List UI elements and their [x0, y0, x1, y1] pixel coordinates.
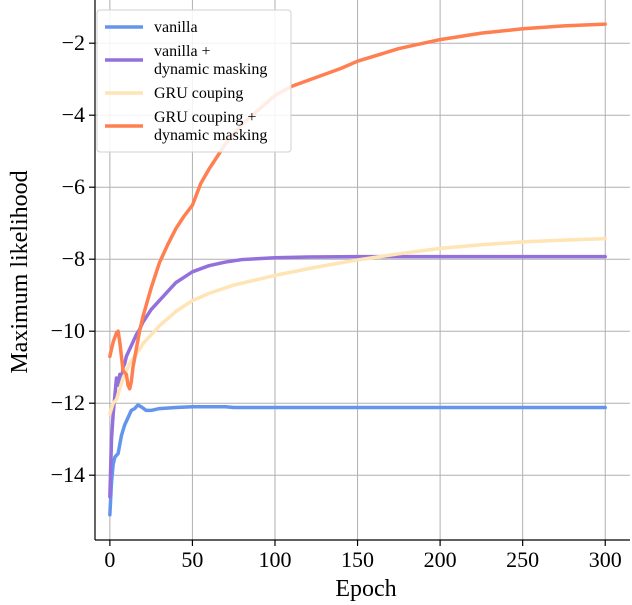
tick-labels: 0 50 100 150 200 250 300 −14 −12 −10 −8 −6 −4 −2 — [51, 30, 622, 572]
x-tick-label: 200 — [424, 547, 457, 572]
x-tick-label: 0 — [104, 547, 115, 572]
series-line-2 — [108, 236, 607, 416]
x-tick-label: 100 — [258, 547, 291, 572]
x-tick-label: 50 — [181, 547, 203, 572]
series-line-3 — [108, 22, 607, 391]
x-axis-label: Epoch — [335, 576, 396, 602]
x-tick-label: 150 — [341, 547, 374, 572]
y-tick-label: −6 — [62, 174, 85, 199]
y-tick-label: −8 — [62, 246, 85, 271]
legend-label-1: vanilla + — [154, 43, 211, 60]
legend-label-3: dynamic masking — [154, 127, 267, 144]
grid — [95, 0, 630, 540]
legend-label-3: GRU couping + — [154, 109, 256, 126]
y-tick-label: −10 — [51, 318, 85, 343]
x-tick-label: 300 — [589, 547, 622, 572]
legend-box — [96, 9, 292, 153]
axes — [89, 0, 630, 546]
legend-label-1: dynamic masking — [154, 61, 267, 78]
y-axis-label: Maximum likelihood — [7, 170, 33, 373]
y-tick-label: −2 — [62, 30, 85, 55]
series-lines — [108, 22, 607, 517]
series-line-0 — [108, 403, 607, 517]
y-tick-label: −12 — [51, 390, 85, 415]
legend-label-2: GRU couping — [154, 85, 243, 102]
y-tick-label: −14 — [51, 462, 85, 487]
legend-label-0: vanilla — [154, 19, 198, 36]
x-tick-label: 250 — [506, 547, 539, 572]
y-tick-label: −4 — [62, 102, 85, 127]
